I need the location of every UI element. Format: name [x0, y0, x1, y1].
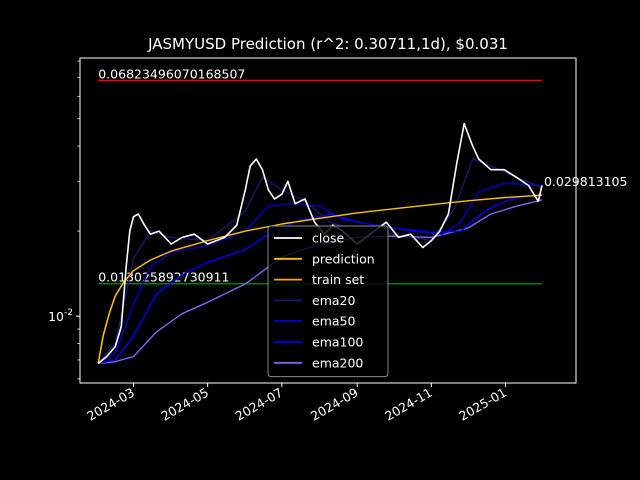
hline-label-max: 0.06823496070168507	[98, 67, 245, 82]
series-close	[97, 122, 543, 365]
axes-frame	[79, 57, 577, 384]
plot-area: 0.06823496070168507 0.013025892730911 0.02…	[97, 67, 628, 365]
legend-label: ema200	[312, 355, 363, 370]
series-ema50	[97, 182, 543, 365]
legend-label: close	[312, 231, 345, 246]
legend-label: ema50	[312, 314, 355, 329]
legend-label: prediction	[312, 251, 375, 266]
end-value-label: 0.029813105	[544, 174, 628, 189]
legend-label: ema20	[312, 293, 355, 308]
chart-title: JASMYUSD Prediction (r^2: 0.30711,1d), $…	[147, 35, 508, 53]
legend: close prediction train set ema20 ema50 ema100…	[267, 225, 389, 378]
series-ema100	[98, 193, 543, 365]
hline-label-min: 0.013025892730911	[98, 270, 229, 285]
legend-label: ema100	[312, 335, 363, 350]
y-tick-label: 10-2	[48, 308, 73, 324]
legend-label: train set	[312, 272, 364, 287]
legend-box	[267, 225, 389, 378]
series-ema20	[97, 158, 543, 364]
